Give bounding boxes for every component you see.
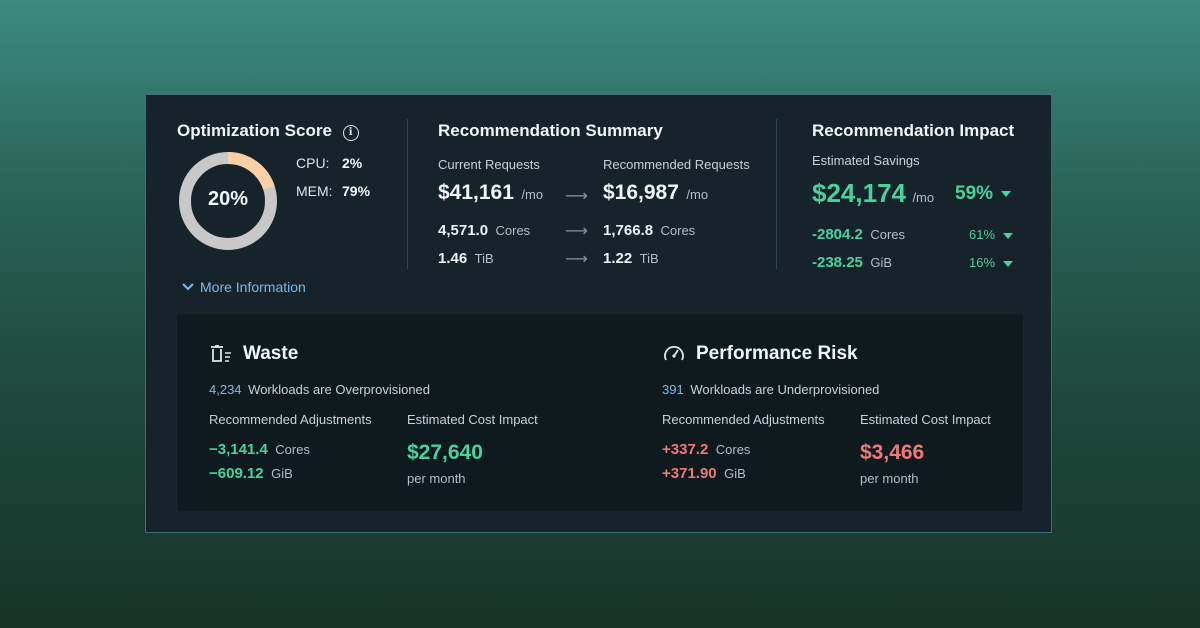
risk-cores: +337.2 Cores [662, 441, 750, 459]
estimated-savings-unit: /mo [912, 190, 935, 205]
arrow-right-icon: ⟶ [565, 223, 588, 240]
recommended-cost-unit: /mo [686, 187, 709, 202]
memory-percent-value: 16% [969, 255, 996, 270]
recommended-requests-label: Recommended Requests [603, 157, 750, 172]
arrow-right-icon: ⟶ [565, 251, 588, 268]
risk-cores-unit: Cores [715, 442, 751, 457]
waste-cores-unit: Cores [275, 442, 310, 457]
savings-percent: 59% [955, 183, 1012, 205]
risk-count-value: 391 [662, 382, 684, 397]
details-panel: Waste 4,234 Workloads are Overprovisione… [177, 314, 1023, 511]
estimated-savings-label: Estimated Savings [812, 153, 920, 168]
optimization-score-title: Optimization Score i [177, 121, 359, 141]
current-requests-label: Current Requests [438, 157, 540, 172]
score-donut [179, 152, 277, 250]
waste-count-text: Workloads are Overprovisioned [248, 382, 431, 397]
mem-label: MEM: [296, 183, 333, 199]
risk-cores-value: +337.2 [662, 441, 709, 458]
cpu-value: 2% [342, 155, 363, 171]
risk-cost-sub: per month [860, 471, 919, 486]
recommended-cores-unit: Cores [660, 223, 696, 238]
caret-down-icon [1003, 260, 1014, 267]
impact-title: Recommendation Impact [812, 121, 1015, 140]
current-memory: 1.46 TiB [438, 250, 494, 268]
cores-percent-value: 61% [969, 227, 996, 242]
current-cost: $41,161 /mo [438, 181, 543, 205]
current-memory-value: 1.46 [438, 250, 468, 267]
more-information-label: More Information [200, 279, 306, 295]
divider [776, 119, 777, 269]
current-cost-unit: /mo [521, 187, 544, 202]
waste-cores-value: −3,141.4 [209, 441, 268, 458]
risk-count: 391 Workloads are Underprovisioned [662, 382, 879, 397]
waste-count: 4,234 Workloads are Overprovisioned [209, 382, 430, 397]
arrow-right-icon: ⟶ [565, 188, 588, 205]
waste-count-value: 4,234 [209, 382, 242, 397]
memory-delta-value: -238.25 [812, 254, 863, 271]
risk-cost-label: Estimated Cost Impact [860, 412, 991, 427]
risk-memory: +371.90 GiB [662, 465, 746, 483]
mem-value: 79% [342, 183, 371, 199]
more-information-button[interactable]: More Information [182, 279, 306, 295]
waste-title: Waste [243, 343, 299, 364]
cores-percent: 61% [969, 227, 1014, 242]
waste-cores: −3,141.4 Cores [209, 441, 310, 459]
waste-cost-value: $27,640 [407, 441, 483, 464]
divider [407, 119, 408, 269]
score-value: 20% [207, 188, 249, 210]
chevron-down-icon [182, 283, 194, 291]
recommended-memory: 1.22 TiB [603, 250, 659, 268]
recommended-memory-value: 1.22 [603, 250, 633, 267]
recommended-memory-unit: TiB [639, 251, 659, 266]
current-cost-value: $41,161 [438, 181, 514, 204]
cpu-label: CPU: [296, 155, 330, 171]
cores-delta-unit: Cores [870, 227, 906, 242]
risk-title: Performance Risk [696, 343, 858, 364]
optimization-card: Optimization Score i 20% CPU: 2% MEM: 79… [145, 94, 1052, 533]
current-cores: 4,571.0 Cores [438, 222, 530, 240]
waste-cost-label: Estimated Cost Impact [407, 412, 538, 427]
current-cores-value: 4,571.0 [438, 222, 489, 239]
risk-adjustments-label: Recommended Adjustments [662, 412, 825, 427]
risk-memory-unit: GiB [724, 466, 746, 481]
current-cores-unit: Cores [495, 223, 531, 238]
score-donut-fill [179, 152, 277, 250]
trash-list-icon [211, 345, 231, 362]
cores-delta-value: -2804.2 [812, 226, 863, 243]
recommended-cores: 1,766.8 Cores [603, 222, 695, 240]
estimated-savings: $24,174 /mo [812, 178, 934, 209]
memory-percent: 16% [969, 255, 1014, 270]
caret-down-icon [1003, 232, 1014, 239]
memory-delta-unit: GiB [870, 255, 892, 270]
current-memory-unit: TiB [474, 251, 494, 266]
risk-memory-value: +371.90 [662, 465, 717, 482]
summary-title: Recommendation Summary [438, 121, 663, 140]
waste-memory-value: −609.12 [209, 465, 264, 482]
savings-percent-value: 59% [955, 183, 994, 204]
waste-memory: −609.12 GiB [209, 465, 293, 483]
risk-count-text: Workloads are Underprovisioned [690, 382, 880, 397]
estimated-savings-value: $24,174 [812, 178, 906, 208]
recommended-cost-value: $16,987 [603, 181, 679, 204]
cores-delta: -2804.2 Cores [812, 226, 905, 244]
recommended-cores-value: 1,766.8 [603, 222, 654, 239]
memory-delta: -238.25 GiB [812, 254, 892, 272]
waste-memory-unit: GiB [271, 466, 293, 481]
info-icon[interactable]: i [342, 125, 359, 141]
gauge-icon [664, 346, 684, 361]
risk-cost-value: $3,466 [860, 441, 925, 464]
waste-cost-sub: per month [407, 471, 466, 486]
waste-adjustments-label: Recommended Adjustments [209, 412, 372, 427]
recommended-cost: $16,987 /mo [603, 181, 708, 205]
caret-down-icon [1001, 190, 1012, 197]
